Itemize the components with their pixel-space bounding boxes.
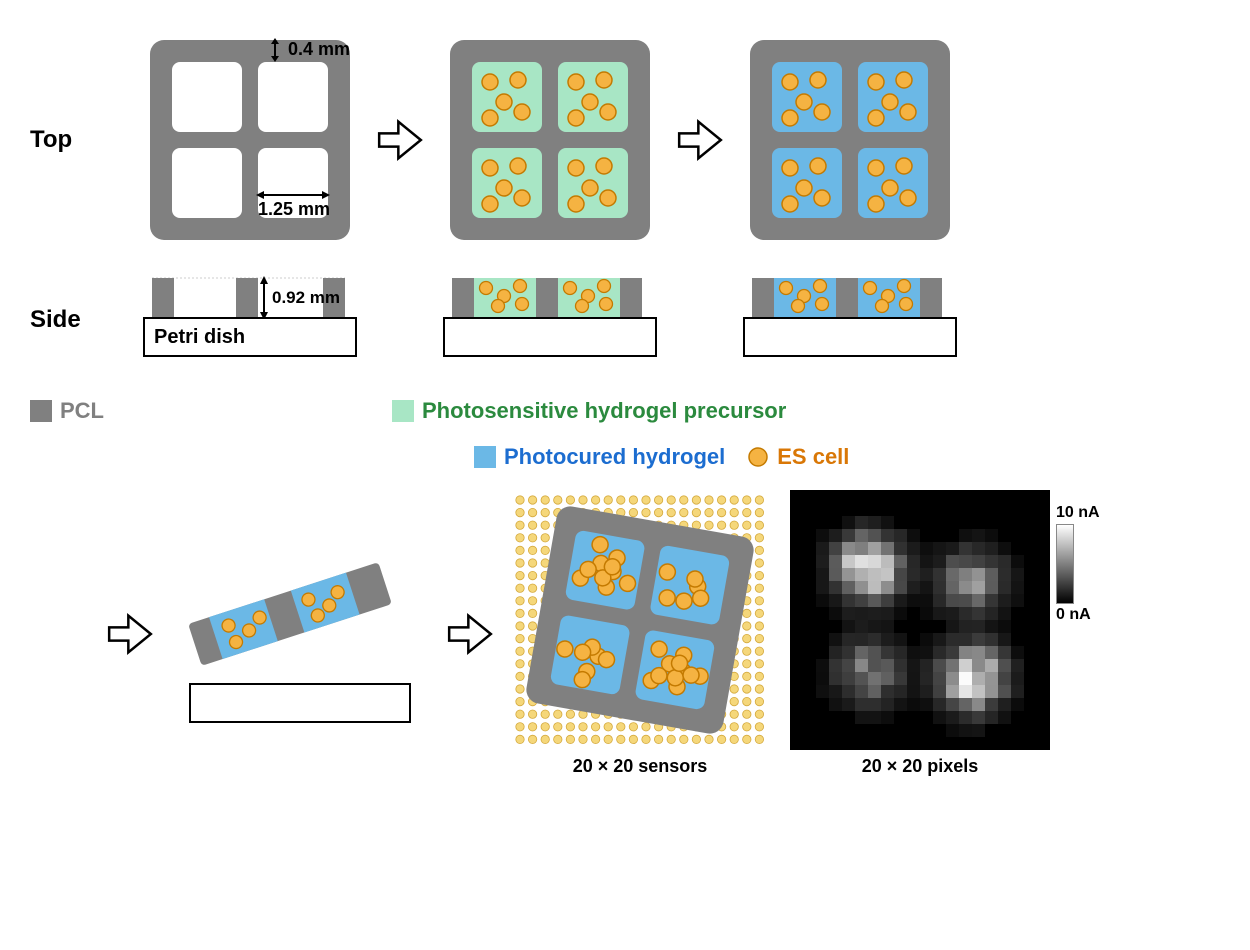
side-label: Side [30, 306, 140, 334]
legend-pcl: PCL [30, 398, 104, 424]
stage-heatmap: 20 × 20 pixels [790, 490, 1050, 777]
heatmap [790, 490, 1050, 750]
dim-well: 1.25 mm [256, 191, 330, 219]
arrow-icon [105, 609, 155, 659]
legend-escell: ES cell [747, 444, 849, 470]
pixels-caption: 20 × 20 pixels [862, 756, 979, 777]
stage3-side [740, 270, 960, 370]
legend-precursor: Photosensitive hydrogel precursor [392, 398, 786, 424]
scaffold-top-cured [740, 30, 960, 250]
pcl-swatch [30, 400, 52, 422]
precursor-swatch [392, 400, 414, 422]
stage1-top: 0.4 mm 1.25 mm [140, 30, 360, 250]
legend-cured: Photocured hydrogel [474, 444, 725, 470]
stage-lifted [170, 534, 430, 734]
svg-text:0.4 mm: 0.4 mm [288, 39, 350, 59]
svg-text:1.25 mm: 1.25 mm [258, 199, 330, 219]
bottom-row: 20 × 20 sensors 20 × 20 pixels 10 nA 0 n… [30, 490, 1220, 777]
colorbar-min: 0 nA [1056, 606, 1091, 624]
svg-text:0.92 mm: 0.92 mm [272, 288, 340, 307]
scaffold-side-precursor [440, 270, 660, 370]
stage3-top [740, 30, 960, 250]
escell-swatch [747, 446, 769, 468]
arrow-icon [675, 115, 725, 165]
colorbar: 10 nA 0 nA [1056, 504, 1100, 764]
scaffold-side-cured [740, 270, 960, 370]
scaffold-side-empty: 0.92 mm Petri dish [140, 270, 360, 370]
arrow-icon [375, 115, 425, 165]
stage-sensors: 20 × 20 sensors [510, 490, 770, 777]
arrow-icon [445, 609, 495, 659]
colorbar-gradient [1056, 524, 1074, 604]
legend: PCL Photosensitive hydrogel precursor Ph… [30, 398, 1220, 470]
scaffold-top-empty: 0.4 mm 1.25 mm [140, 30, 360, 250]
top-row: Top 0.4 mm 1.25 mm [30, 30, 1220, 250]
stage2-side [440, 270, 660, 370]
scaffold-lifted [170, 534, 430, 734]
top-label: Top [30, 126, 140, 154]
sensors-caption: 20 × 20 sensors [573, 756, 708, 777]
colorbar-max: 10 nA [1056, 504, 1100, 522]
sensor-array [510, 490, 770, 750]
stage2-top [440, 30, 660, 250]
side-row: Side 0.92 mm Petri dish [30, 270, 1220, 370]
svg-text:Petri dish: Petri dish [154, 326, 245, 348]
scaffold-top-precursor [440, 30, 660, 250]
cured-swatch [474, 446, 496, 468]
stage1-side: 0.92 mm Petri dish [140, 270, 360, 370]
